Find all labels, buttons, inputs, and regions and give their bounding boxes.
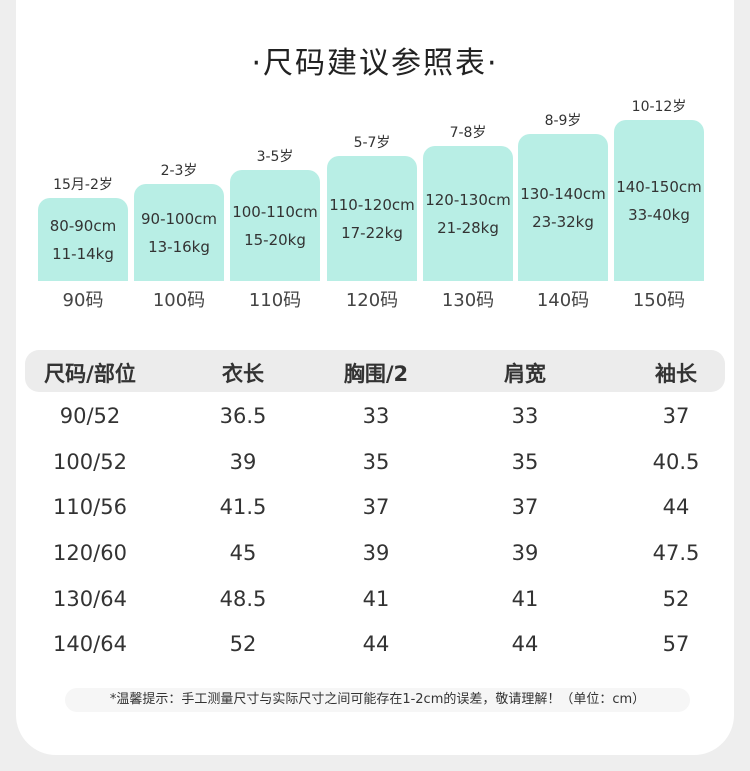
table-cell: 48.5	[219, 587, 267, 611]
age-label: 7-8岁	[449, 125, 487, 141]
table-cell: 37	[511, 495, 539, 519]
table-cell: 44	[362, 632, 390, 656]
table-cell: 36.5	[219, 404, 267, 428]
table-cell: 35	[511, 450, 539, 474]
table-cell: 33	[511, 404, 539, 428]
weight-range: 33-40kg	[628, 205, 690, 224]
size-bar	[38, 198, 128, 281]
table-cell: 52	[229, 632, 257, 656]
height-range: 120-130cm	[425, 190, 511, 209]
table-cell: 39	[511, 541, 539, 565]
height-range: 80-90cm	[49, 216, 117, 235]
age-label: 10-12岁	[631, 99, 687, 115]
table-cell: 130/64	[53, 587, 127, 611]
table-cell: 90/52	[59, 404, 121, 428]
table-header-cell: 尺码/部位	[44, 362, 136, 386]
table-cell: 33	[362, 404, 390, 428]
table-cell: 100/52	[53, 450, 127, 474]
size-bar	[614, 120, 704, 281]
table-cell: 35	[362, 450, 390, 474]
table-cell: 140/64	[53, 632, 127, 656]
size-bar	[327, 156, 417, 281]
age-label: 8-9岁	[544, 113, 582, 129]
size-bar	[230, 170, 320, 281]
table-cell: 37	[662, 404, 690, 428]
table-cell: 44	[662, 495, 690, 519]
table-header-cell: 肩宽	[504, 362, 546, 386]
age-label: 2-3岁	[160, 163, 198, 179]
size-label: 130码	[441, 290, 495, 311]
size-label: 140码	[536, 290, 590, 311]
age-label: 3-5岁	[256, 149, 294, 165]
size-bar	[423, 146, 513, 281]
age-label: 5-7岁	[353, 135, 391, 151]
note: *温馨提示：手工测量尺寸与实际尺寸之间可能存在1-2cm的误差，敬请理解！（单位…	[65, 688, 690, 712]
height-range: 140-150cm	[616, 177, 702, 196]
table-cell: 52	[662, 587, 690, 611]
table-cell: 44	[511, 632, 539, 656]
table-cell: 47.5	[652, 541, 700, 565]
size-label: 100码	[152, 290, 206, 311]
size-label: 110码	[248, 290, 302, 311]
age-label: 15月-2岁	[53, 177, 113, 193]
height-range: 100-110cm	[232, 202, 318, 221]
title: ·尺码建议参照表·	[251, 46, 499, 81]
height-range: 90-100cm	[141, 209, 217, 228]
table-cell: 45	[229, 541, 257, 565]
table-cell: 41	[362, 587, 390, 611]
height-range: 110-120cm	[329, 195, 415, 214]
table-cell: 40.5	[652, 450, 700, 474]
table-header-bg	[25, 350, 725, 392]
size-label: 90码	[62, 290, 104, 311]
weight-range: 15-20kg	[244, 230, 306, 249]
table-cell: 39	[229, 450, 257, 474]
weight-range: 13-16kg	[148, 237, 210, 256]
size-bar	[134, 184, 224, 281]
size-label: 150码	[632, 290, 686, 311]
table-cell: 120/60	[53, 541, 127, 565]
table-header-cell: 胸围/2	[343, 362, 409, 386]
height-range: 130-140cm	[520, 184, 606, 203]
size-bar	[518, 134, 608, 281]
table-header-cell: 衣长	[222, 362, 264, 386]
weight-range: 17-22kg	[341, 223, 403, 242]
table-cell: 57	[662, 632, 690, 656]
table-header-cell: 袖长	[655, 362, 697, 386]
table-cell: 41.5	[219, 495, 267, 519]
table-cell: 39	[362, 541, 390, 565]
weight-range: 11-14kg	[52, 244, 114, 263]
table-cell: 110/56	[53, 495, 127, 519]
table-cell: 37	[362, 495, 390, 519]
size-label: 120码	[345, 290, 399, 311]
weight-range: 21-28kg	[437, 218, 499, 237]
weight-range: 23-32kg	[532, 212, 594, 231]
table-cell: 41	[511, 587, 539, 611]
